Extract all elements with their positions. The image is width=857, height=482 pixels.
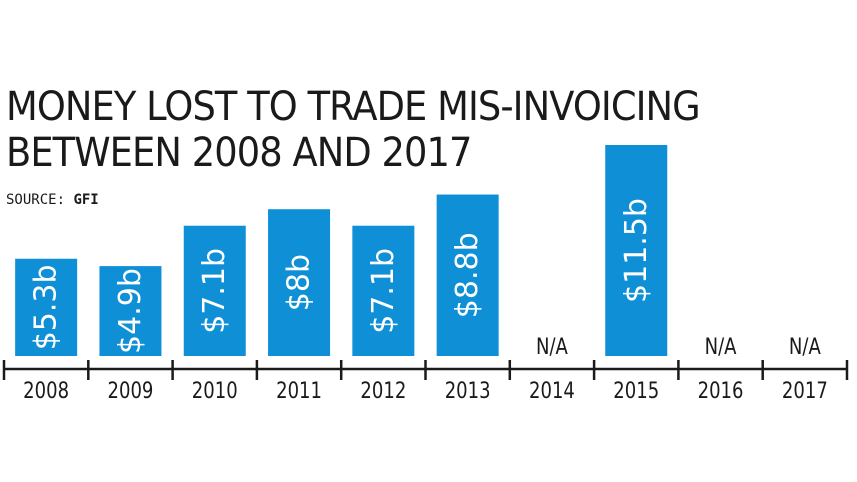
data-label: $5.3b: [29, 264, 64, 350]
x-tick-label: 2011: [276, 377, 322, 403]
bar: [15, 258, 78, 356]
source-name: GFI: [73, 192, 99, 208]
data-label: $7.1b: [366, 248, 401, 334]
data-label-na: N/A: [789, 333, 821, 359]
x-tick-label: 2013: [445, 377, 491, 403]
bar: [183, 225, 246, 356]
x-tick-label: 2009: [107, 377, 153, 403]
data-label-na: N/A: [705, 333, 737, 359]
x-tick-label: 2014: [529, 377, 575, 403]
data-label: $8b: [282, 254, 317, 311]
source-label: SOURCE:: [6, 192, 66, 208]
chart-title-line-1: MONEY LOST TO TRADE MIS-INVOICING: [6, 84, 701, 130]
x-tick-label: 2010: [192, 377, 238, 403]
x-tick-label: 2017: [782, 377, 828, 403]
chart-title-line-2: BETWEEN 2008 AND 2017: [6, 130, 472, 176]
x-tick-label: 2012: [360, 377, 406, 403]
data-label: $8.8b: [450, 232, 485, 318]
data-label: $4.9b: [113, 268, 148, 354]
bar: [605, 145, 668, 356]
chart-title: MONEY LOST TO TRADE MIS-INVOICING BETWEE…: [6, 84, 701, 176]
data-label: $11.5b: [619, 198, 654, 303]
bar: [99, 266, 162, 356]
bar: [352, 225, 415, 356]
data-label-na: N/A: [536, 333, 568, 359]
bar: [268, 209, 331, 356]
x-tick-label: 2016: [698, 377, 744, 403]
source-note: SOURCE: GFI: [6, 192, 99, 208]
bar: [436, 194, 499, 356]
data-label: $7.1b: [197, 248, 232, 334]
x-tick-label: 2015: [613, 377, 659, 403]
x-tick-label: 2008: [23, 377, 69, 403]
